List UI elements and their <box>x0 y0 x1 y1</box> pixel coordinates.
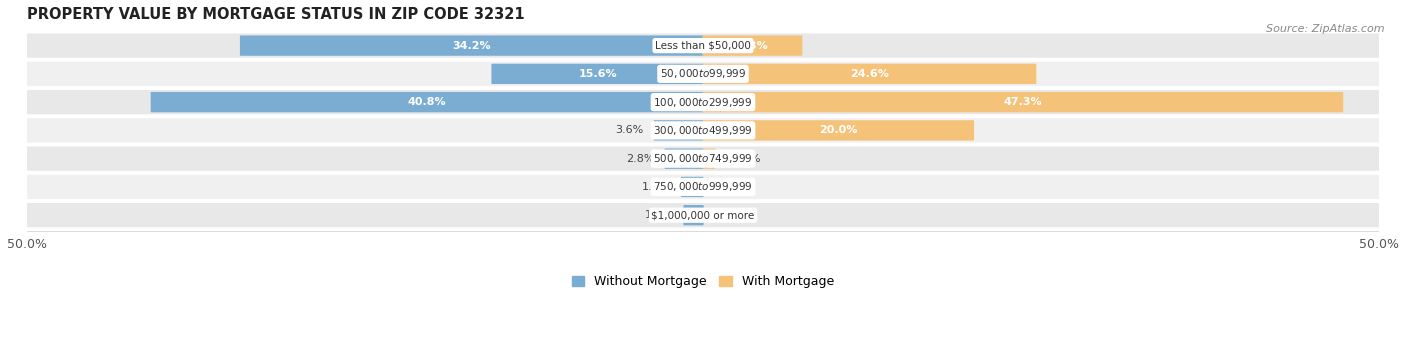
Text: Source: ZipAtlas.com: Source: ZipAtlas.com <box>1267 24 1385 34</box>
Text: 15.6%: 15.6% <box>578 69 617 79</box>
Text: $300,000 to $499,999: $300,000 to $499,999 <box>654 124 752 137</box>
FancyBboxPatch shape <box>681 177 703 197</box>
FancyBboxPatch shape <box>703 35 803 56</box>
Text: PROPERTY VALUE BY MORTGAGE STATUS IN ZIP CODE 32321: PROPERTY VALUE BY MORTGAGE STATUS IN ZIP… <box>27 7 524 22</box>
FancyBboxPatch shape <box>703 64 1036 84</box>
Text: 40.8%: 40.8% <box>408 97 447 107</box>
Text: $1,000,000 or more: $1,000,000 or more <box>651 210 755 220</box>
FancyBboxPatch shape <box>25 147 1381 171</box>
Text: $100,000 to $299,999: $100,000 to $299,999 <box>654 96 752 109</box>
Text: 0.0%: 0.0% <box>714 182 742 192</box>
FancyBboxPatch shape <box>240 35 703 56</box>
FancyBboxPatch shape <box>25 203 1381 227</box>
FancyBboxPatch shape <box>683 205 703 225</box>
Text: 0.0%: 0.0% <box>714 210 742 220</box>
FancyBboxPatch shape <box>25 33 1381 58</box>
Text: 7.3%: 7.3% <box>737 40 768 51</box>
Text: 2.8%: 2.8% <box>626 154 654 164</box>
Text: 34.2%: 34.2% <box>453 40 491 51</box>
Text: 20.0%: 20.0% <box>820 125 858 135</box>
FancyBboxPatch shape <box>654 120 703 140</box>
Text: Less than $50,000: Less than $50,000 <box>655 40 751 51</box>
Text: $750,000 to $999,999: $750,000 to $999,999 <box>654 181 752 193</box>
FancyBboxPatch shape <box>703 92 1343 112</box>
Text: $500,000 to $749,999: $500,000 to $749,999 <box>654 152 752 165</box>
FancyBboxPatch shape <box>665 149 703 169</box>
Text: $50,000 to $99,999: $50,000 to $99,999 <box>659 67 747 80</box>
Text: 1.6%: 1.6% <box>643 182 671 192</box>
FancyBboxPatch shape <box>491 64 703 84</box>
FancyBboxPatch shape <box>150 92 703 112</box>
FancyBboxPatch shape <box>25 118 1381 142</box>
FancyBboxPatch shape <box>25 62 1381 86</box>
Text: 0.88%: 0.88% <box>725 154 761 164</box>
FancyBboxPatch shape <box>703 149 716 169</box>
FancyBboxPatch shape <box>25 175 1381 199</box>
Text: 24.6%: 24.6% <box>849 69 889 79</box>
FancyBboxPatch shape <box>25 90 1381 114</box>
FancyBboxPatch shape <box>703 120 974 140</box>
Text: 1.4%: 1.4% <box>645 210 673 220</box>
Legend: Without Mortgage, With Mortgage: Without Mortgage, With Mortgage <box>572 275 834 288</box>
Text: 3.6%: 3.6% <box>616 125 644 135</box>
Text: 47.3%: 47.3% <box>1004 97 1042 107</box>
